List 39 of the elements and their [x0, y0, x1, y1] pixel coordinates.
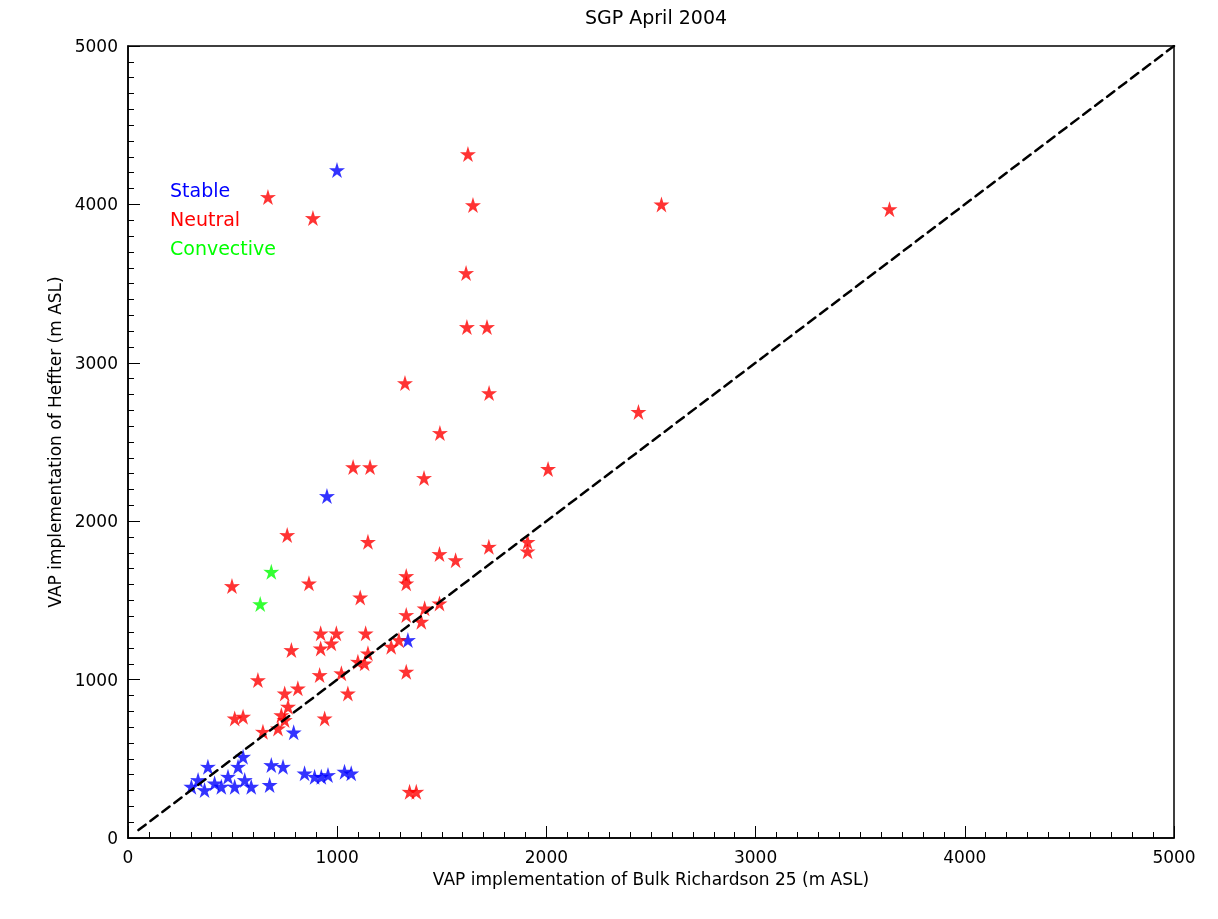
point [343, 765, 360, 782]
x-tick-label: 2000 [524, 846, 569, 867]
point [226, 778, 243, 795]
point [306, 768, 323, 785]
point [263, 563, 280, 580]
point [318, 488, 335, 505]
point [235, 748, 252, 765]
text: Convective [170, 236, 276, 259]
point [252, 596, 269, 613]
x-tick-label: 1000 [315, 846, 359, 867]
point [320, 766, 336, 783]
y-tick-label: 2000 [74, 511, 118, 532]
x-tick-label: 0 [122, 846, 134, 867]
point [328, 162, 345, 179]
y-axis-title: VAP implementation of Heffter (m ASL) [45, 276, 66, 608]
point [261, 776, 278, 793]
point [213, 778, 230, 795]
series-label: Neutral [170, 207, 241, 230]
chart-title: SGP April 2004 [584, 5, 728, 28]
text: Stable [170, 178, 231, 201]
x-tick-label: 3000 [733, 846, 778, 867]
point [220, 768, 236, 785]
point [236, 772, 253, 789]
x-tick-label: 5000 [1152, 846, 1196, 867]
y-tick-label: 1000 [74, 669, 118, 690]
x-tick-label: 4000 [943, 846, 987, 867]
y-tick-label: 3000 [74, 352, 118, 373]
point [275, 758, 292, 775]
point [199, 758, 216, 775]
point [230, 758, 247, 775]
point [196, 782, 213, 798]
point [243, 778, 260, 795]
point [285, 724, 302, 741]
point [296, 765, 313, 782]
y-tick-label: 4000 [74, 194, 118, 215]
x-axis-title: VAP implementation of Bulk Richardson 25 (m ASL) [432, 868, 870, 889]
point [263, 756, 280, 773]
y-tick-label: 5000 [74, 36, 118, 56]
y-tick-label: 0 [107, 828, 118, 848]
